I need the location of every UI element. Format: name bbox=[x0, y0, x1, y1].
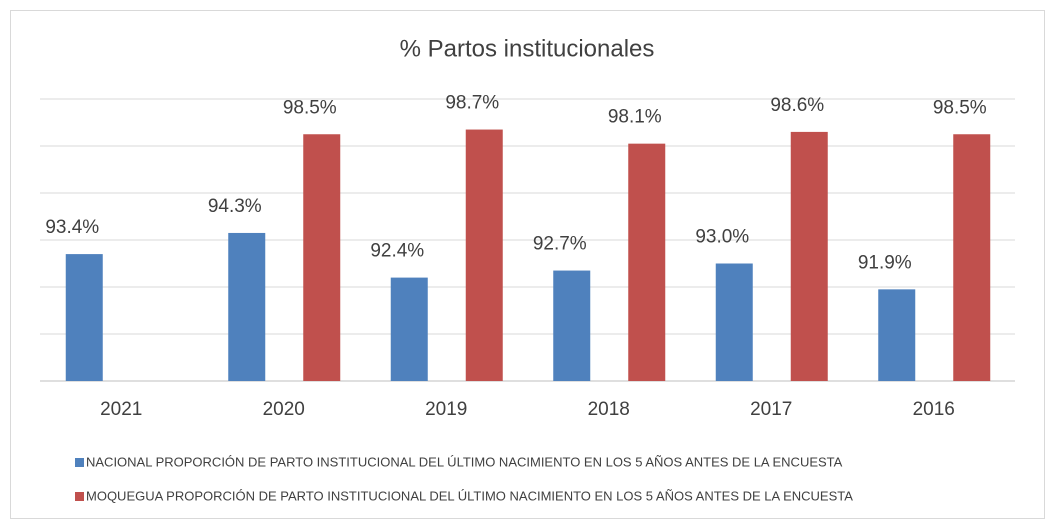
bar bbox=[790, 131, 828, 381]
bar bbox=[953, 134, 991, 381]
bar bbox=[65, 254, 103, 381]
data-label: 98.1% bbox=[608, 107, 662, 128]
bar bbox=[390, 277, 428, 381]
data-label: 92.7% bbox=[533, 234, 587, 255]
bar bbox=[715, 263, 753, 381]
chart-border bbox=[10, 10, 1045, 519]
bar bbox=[878, 289, 916, 381]
x-tick-label: 2016 bbox=[913, 399, 955, 420]
data-label: 98.5% bbox=[283, 97, 337, 118]
data-label: 98.7% bbox=[445, 93, 499, 114]
legend-swatch bbox=[75, 458, 84, 467]
legend-label: MOQUEGUA PROPORCIÓN DE PARTO INSTITUCION… bbox=[86, 488, 853, 503]
bar bbox=[303, 134, 341, 381]
data-label: 98.5% bbox=[933, 97, 987, 118]
bar bbox=[465, 129, 503, 381]
bar bbox=[228, 232, 266, 381]
x-tick-label: 2021 bbox=[100, 399, 142, 420]
legend-swatch bbox=[75, 492, 84, 501]
x-tick-label: 2019 bbox=[425, 399, 467, 420]
data-label: 98.6% bbox=[770, 95, 824, 116]
data-label: 93.0% bbox=[695, 227, 749, 248]
data-label: 93.4% bbox=[45, 217, 99, 238]
chart-title: % Partos institucionales bbox=[400, 35, 655, 62]
x-tick-label: 2020 bbox=[263, 399, 305, 420]
data-label: 94.3% bbox=[208, 196, 262, 217]
data-label: 92.4% bbox=[370, 241, 424, 262]
x-tick-label: 2018 bbox=[588, 399, 630, 420]
legend-label: NACIONAL PROPORCIÓN DE PARTO INSTITUCION… bbox=[86, 454, 843, 469]
bar bbox=[628, 143, 666, 381]
data-label: 91.9% bbox=[858, 252, 912, 273]
bar bbox=[553, 270, 591, 381]
x-tick-label: 2017 bbox=[750, 399, 792, 420]
